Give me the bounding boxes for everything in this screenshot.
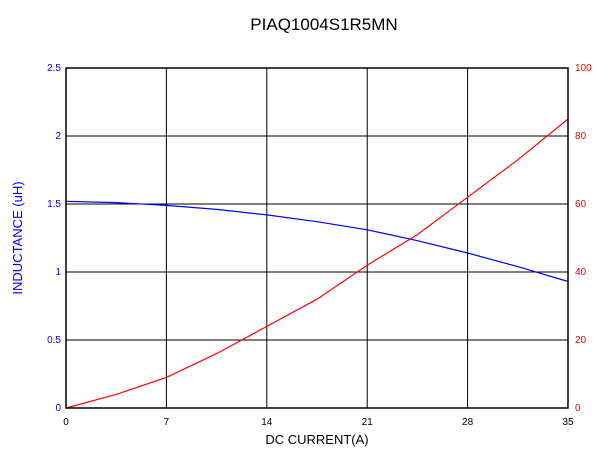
- x-ticks: 0 7 14 21 28 35: [63, 417, 574, 428]
- y2-tick-label-4: 80: [575, 131, 587, 142]
- plot-frame: [65, 67, 569, 409]
- y-tick-label-4: 2: [55, 131, 61, 142]
- x-axis-title: DC CURRENT(A): [265, 432, 368, 447]
- y2-tick-label-1: 20: [575, 335, 587, 346]
- y2-tick-label-2: 40: [575, 267, 587, 278]
- chart-title: PIAQ1004S1R5MN: [250, 15, 397, 34]
- y-tick-label-0: 0: [55, 403, 61, 414]
- series-line-left: [65, 200, 569, 283]
- y-ticks: 0 0.5 1 1.5 2 2.5: [47, 63, 61, 414]
- y-tick-label-1: 0.5: [47, 335, 61, 346]
- y2-tick-label-3: 60: [575, 199, 587, 210]
- y-tick-label-5: 2.5: [47, 63, 61, 74]
- x-tick-label-2: 14: [261, 417, 273, 428]
- x-tick-label-0: 0: [63, 417, 69, 428]
- x-tick-label-4: 28: [462, 417, 474, 428]
- series-line-right: [65, 118, 569, 409]
- x-tick-label-1: 7: [164, 417, 170, 428]
- y2-tick-label-0: 0: [575, 403, 581, 414]
- plot-area: [66, 68, 568, 408]
- y-tick-label-3: 1.5: [47, 199, 61, 210]
- y2-ticks: 0 20 40 60 80 100: [575, 63, 592, 414]
- y-tick-label-2: 1: [55, 267, 61, 278]
- y-axis-title: INDUCTANCE (uH): [10, 181, 25, 294]
- x-tick-label-3: 21: [362, 417, 374, 428]
- series-group: [65, 118, 569, 409]
- y2-tick-label-5: 100: [575, 63, 592, 74]
- x-tick-label-5: 35: [562, 417, 574, 428]
